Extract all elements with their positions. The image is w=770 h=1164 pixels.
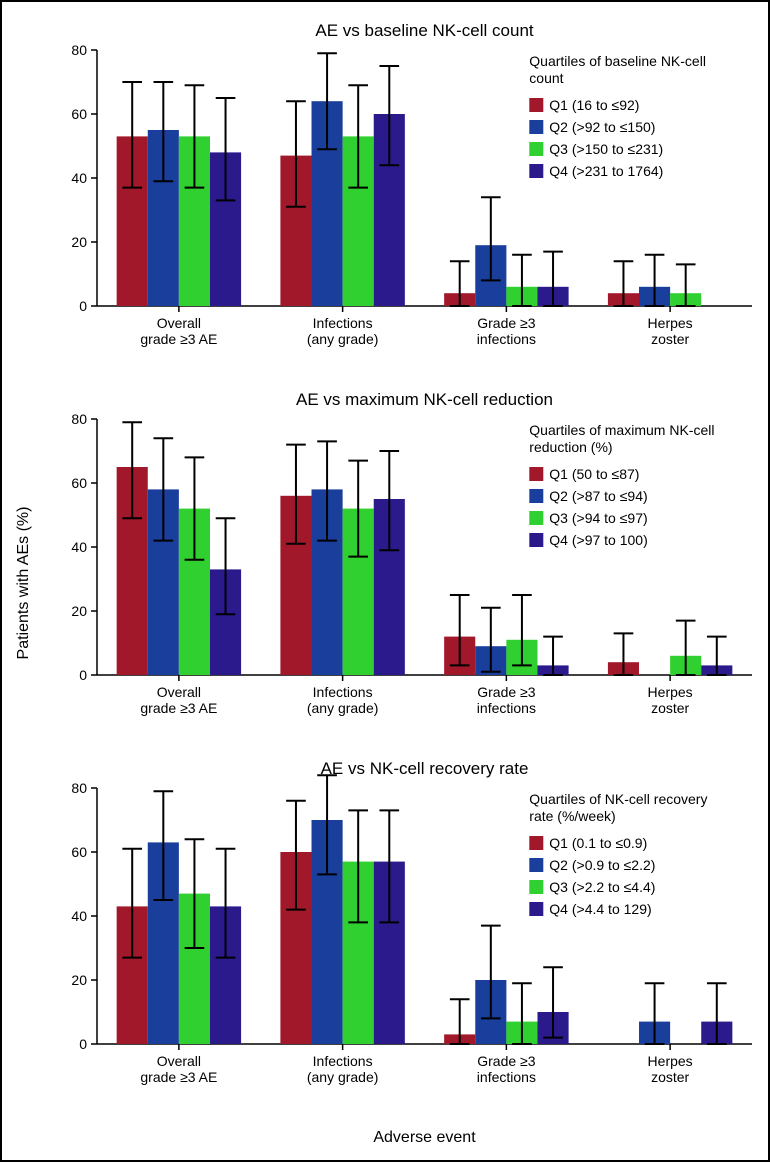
svg-text:Overallgrade ≥3 AE: Overallgrade ≥3 AE	[140, 1053, 217, 1085]
svg-text:Grade ≥3infections: Grade ≥3infections	[477, 1053, 536, 1085]
svg-text:AE vs maximum NK-cell reductio: AE vs maximum NK-cell reduction	[296, 390, 553, 409]
legend-swatch	[529, 142, 543, 156]
svg-text:40: 40	[71, 539, 87, 555]
svg-text:Grade ≥3infections: Grade ≥3infections	[477, 684, 536, 716]
svg-text:Q4 (>97 to 100): Q4 (>97 to 100)	[549, 532, 647, 548]
legend-swatch	[529, 858, 543, 872]
svg-text:60: 60	[71, 475, 87, 491]
svg-text:Q3 (>150 to ≤231): Q3 (>150 to ≤231)	[549, 141, 663, 157]
svg-text:AE vs baseline NK-cell count: AE vs baseline NK-cell count	[315, 21, 534, 40]
svg-text:Q1 (50 to ≤87): Q1 (50 to ≤87)	[549, 466, 639, 482]
svg-text:60: 60	[71, 106, 87, 122]
svg-text:Q1 (0.1 to ≤0.9): Q1 (0.1 to ≤0.9)	[549, 835, 647, 851]
svg-text:Q2 (>87 to ≤94): Q2 (>87 to ≤94)	[549, 488, 647, 504]
svg-text:Infections(any grade): Infections(any grade)	[307, 315, 379, 347]
svg-text:AE vs NK-cell recovery rate: AE vs NK-cell recovery rate	[321, 759, 529, 778]
svg-text:80: 80	[71, 780, 87, 796]
svg-text:Infections(any grade): Infections(any grade)	[307, 1053, 379, 1085]
svg-text:40: 40	[71, 908, 87, 924]
svg-text:20: 20	[71, 972, 87, 988]
svg-text:Herpeszoster: Herpeszoster	[648, 1053, 693, 1085]
panel-0: AE vs baseline NK-cell count 0 20 40 60 80 Ove…	[71, 21, 752, 347]
legend-swatch	[529, 533, 543, 547]
legend-swatch	[529, 836, 543, 850]
svg-text:20: 20	[71, 603, 87, 619]
svg-text:Adverse event: Adverse event	[373, 1129, 476, 1146]
svg-text:0: 0	[79, 298, 87, 314]
svg-text:Q4 (>231 to 1764): Q4 (>231 to 1764)	[549, 163, 663, 179]
svg-text:80: 80	[71, 411, 87, 427]
svg-text:Quartiles of maximum NK-cellre: Quartiles of maximum NK-cellreduction (%…	[529, 422, 714, 455]
svg-text:Patients with AEs (%): Patients with AEs (%)	[15, 507, 32, 660]
legend-swatch	[529, 164, 543, 178]
svg-text:Quartiles of NK-cell recoveryr: Quartiles of NK-cell recoveryrate (%/wee…	[529, 791, 707, 824]
svg-text:Q3 (>94 to ≤97): Q3 (>94 to ≤97)	[549, 510, 647, 526]
svg-text:Overallgrade ≥3 AE: Overallgrade ≥3 AE	[140, 684, 217, 716]
svg-text:80: 80	[71, 42, 87, 58]
svg-text:Herpeszoster: Herpeszoster	[648, 315, 693, 347]
panel-1: AE vs maximum NK-cell reduction 0 20 40 60 80…	[71, 390, 752, 716]
svg-text:Quartiles of baseline NK-cellc: Quartiles of baseline NK-cellcount	[529, 53, 706, 86]
legend-swatch	[529, 902, 543, 916]
legend-swatch	[529, 467, 543, 481]
svg-text:0: 0	[79, 1036, 87, 1052]
svg-text:Grade ≥3infections: Grade ≥3infections	[477, 315, 536, 347]
svg-text:Q3 (>2.2 to ≤4.4): Q3 (>2.2 to ≤4.4)	[549, 879, 655, 895]
legend-swatch	[529, 120, 543, 134]
svg-text:0: 0	[79, 667, 87, 683]
svg-text:40: 40	[71, 170, 87, 186]
svg-text:20: 20	[71, 234, 87, 250]
figure-svg: Patients with AEs (%) Adverse event AE vs …	[2, 2, 770, 1164]
svg-text:Herpeszoster: Herpeszoster	[648, 684, 693, 716]
svg-text:Q2 (>92 to ≤150): Q2 (>92 to ≤150)	[549, 119, 655, 135]
svg-text:Q2 (>0.9 to ≤2.2): Q2 (>0.9 to ≤2.2)	[549, 857, 655, 873]
legend-swatch	[529, 880, 543, 894]
legend-swatch	[529, 511, 543, 525]
svg-text:60: 60	[71, 844, 87, 860]
svg-text:Overallgrade ≥3 AE: Overallgrade ≥3 AE	[140, 315, 217, 347]
svg-text:Infections(any grade): Infections(any grade)	[307, 684, 379, 716]
legend-swatch	[529, 489, 543, 503]
figure-frame: Patients with AEs (%) Adverse event AE vs …	[0, 0, 770, 1162]
svg-text:Q1 (16 to ≤92): Q1 (16 to ≤92)	[549, 97, 639, 113]
panel-2: AE vs NK-cell recovery rate 0 20 40 60 80 Over…	[71, 759, 752, 1085]
legend-swatch	[529, 98, 543, 112]
svg-text:Q4 (>4.4 to 129): Q4 (>4.4 to 129)	[549, 901, 651, 917]
